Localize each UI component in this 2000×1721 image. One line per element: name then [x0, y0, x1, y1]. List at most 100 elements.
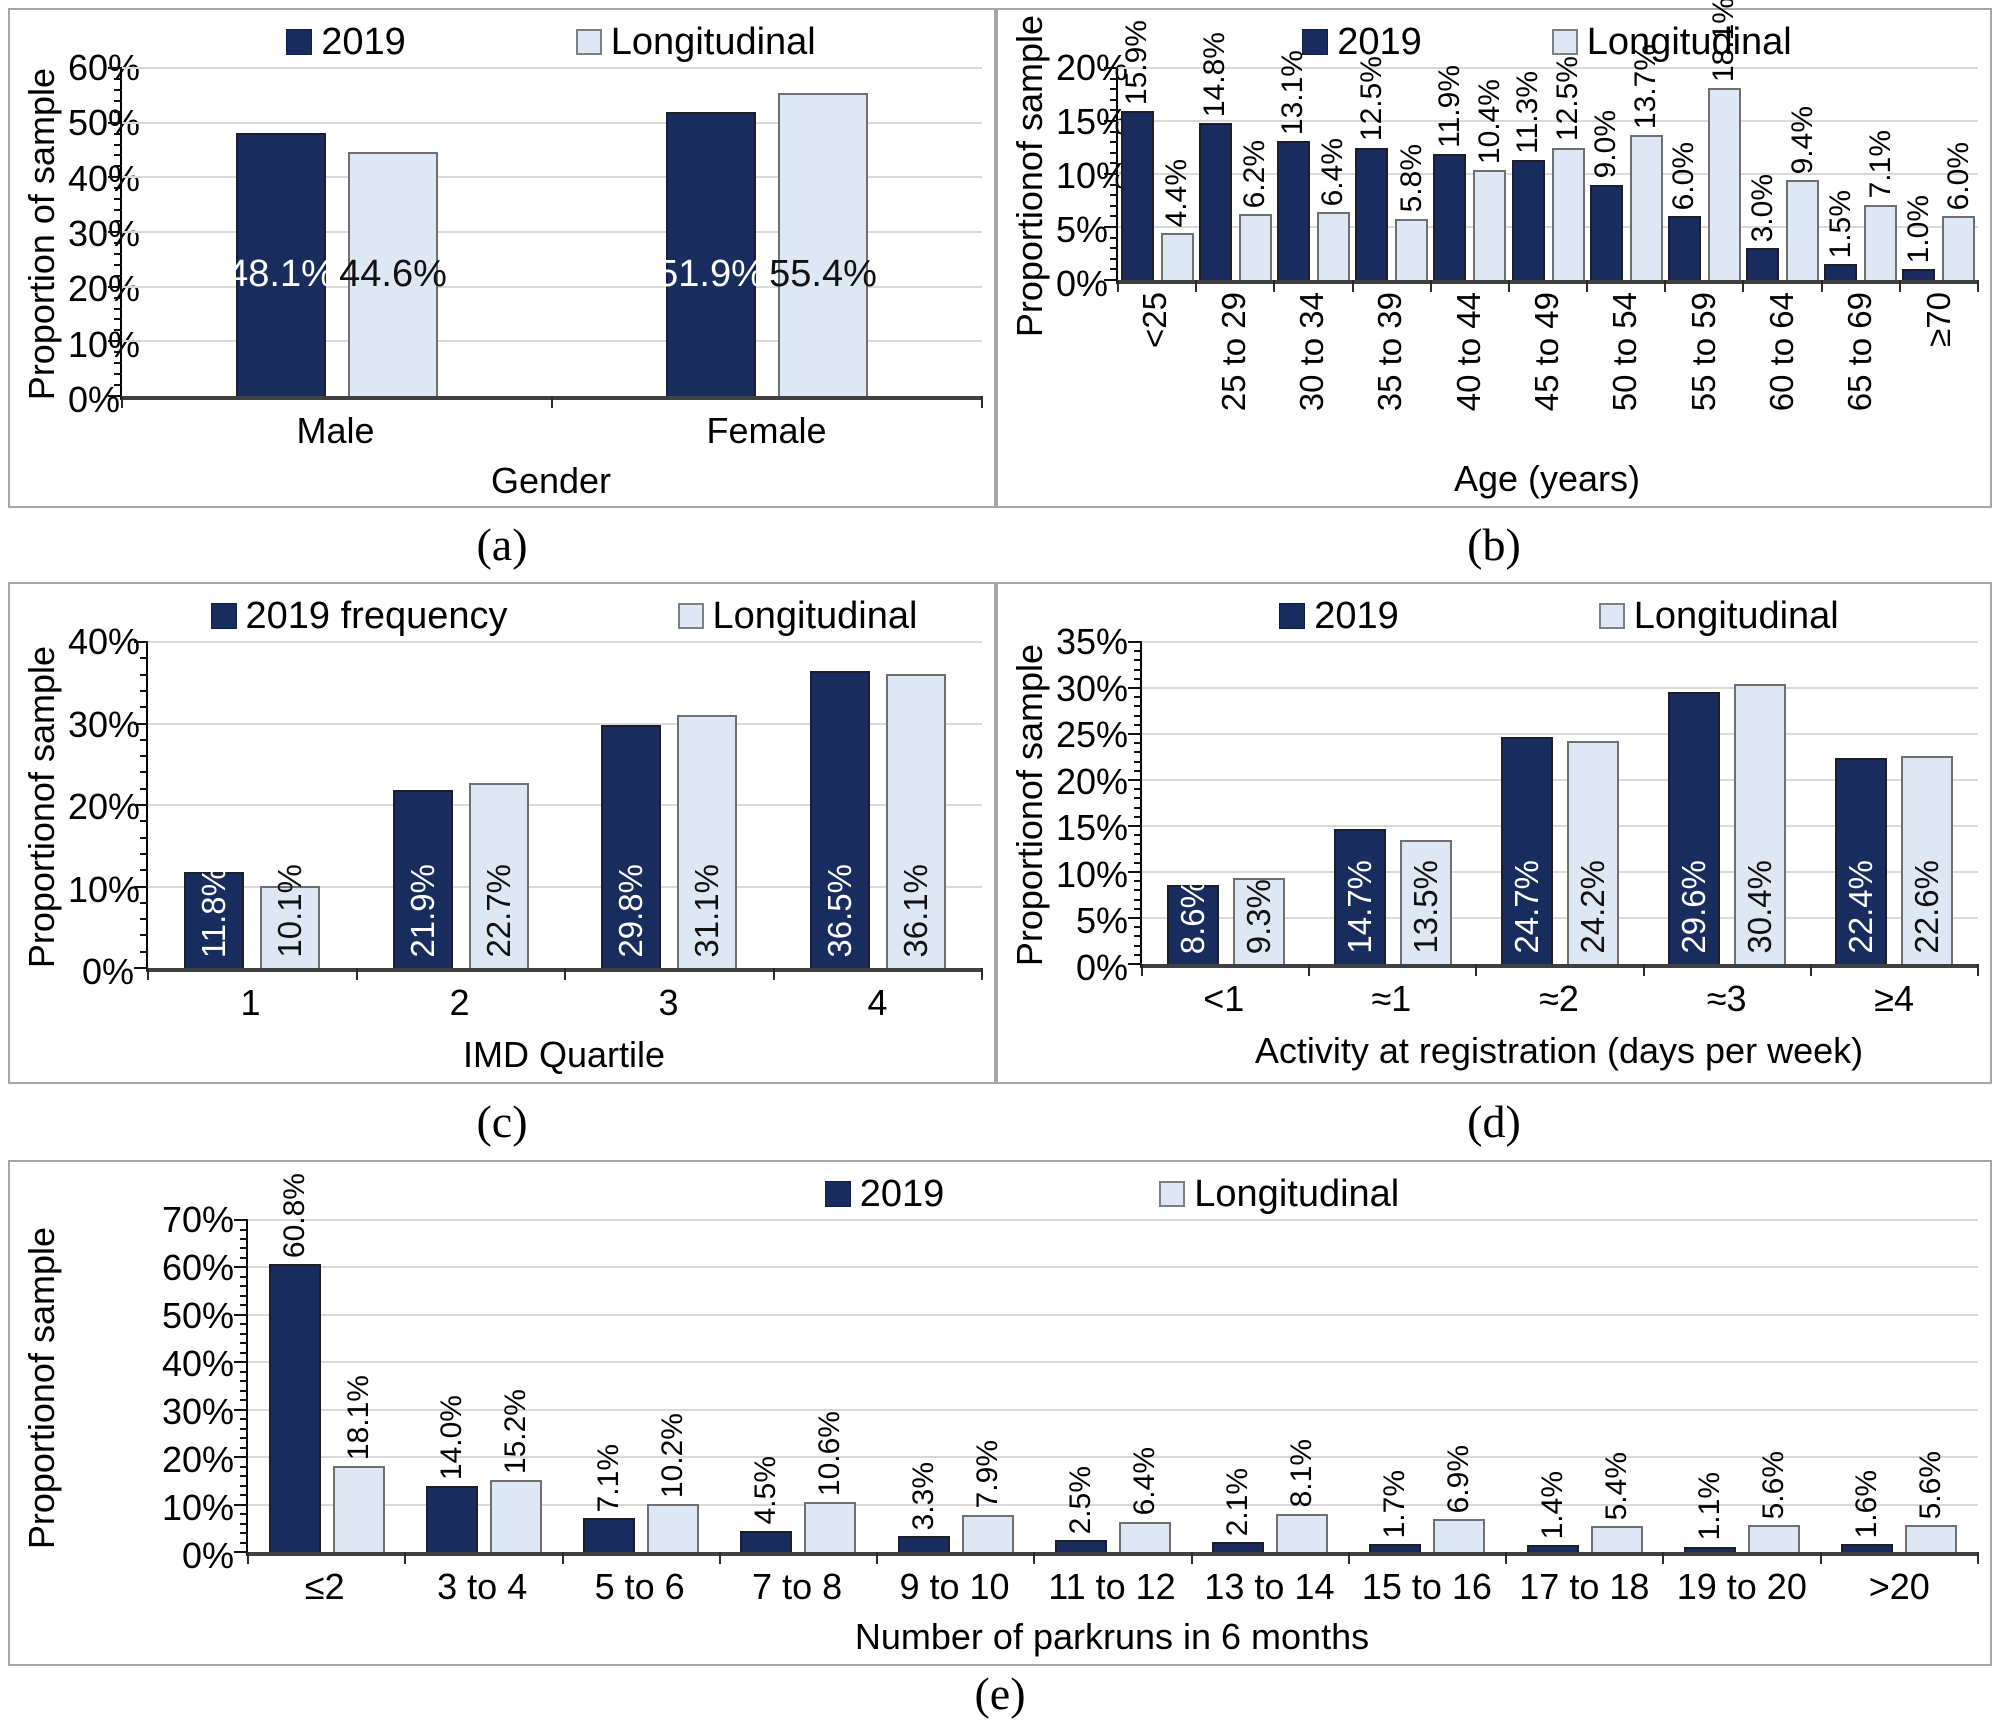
- bar-2019-5: [1511, 160, 1545, 280]
- plot-area-c: 11.8% 10.1% 21.9% 22.7% 29.8% 31.1% 36.5% 36.1%: [134, 641, 983, 980]
- panel-d-activity-chart: 2019 Longitudinal Proportionof sample 0% 5% 1…: [996, 582, 1992, 1084]
- y-tick-mark: [1104, 173, 1118, 175]
- gridline: [1142, 871, 1978, 874]
- bar-longitudinal-0: [1160, 233, 1194, 280]
- gridline: [1142, 825, 1978, 827]
- gridline: [1142, 687, 1978, 689]
- caption-c: (c): [476, 1096, 528, 1147]
- y-tick-label: 30%: [161, 1391, 234, 1432]
- y-axis-title: Proportion of sample: [21, 67, 62, 401]
- bar-2019-4: [1433, 153, 1467, 280]
- gridline: [1142, 733, 1978, 735]
- legend-d: 2019 Longitudinal: [1140, 590, 1978, 642]
- x-tick-mark: [1664, 280, 1667, 292]
- y-tick-label: 40%: [161, 1343, 234, 1385]
- category-b-3: 12.5% 5.8%: [1353, 56, 1431, 280]
- y-tick-mark: [1110, 109, 1118, 112]
- x-tick-mark: [1977, 280, 1979, 292]
- y-tick-mark: [140, 836, 148, 839]
- y-tick-mark: [114, 165, 122, 168]
- bar-2019-4: 22.4%: [1835, 757, 1888, 964]
- y-tick-mark: [1134, 834, 1142, 837]
- y-tick-mark: [114, 154, 122, 157]
- y-tick-mark: [240, 1247, 248, 1250]
- x-tick-mark: [121, 396, 123, 408]
- y-tick-mark: [240, 1494, 248, 1497]
- x-axis-title: Gender: [490, 460, 612, 501]
- plot-area-a: 48.1% 44.6% 51.9% 55.4%: [108, 67, 983, 408]
- bar-value-label: 7.1%: [1863, 130, 1897, 199]
- x-tick-mark: [1977, 1552, 1979, 1564]
- caption-e: (e): [974, 1668, 1026, 1719]
- legend-entry-2019: 2019: [1302, 21, 1422, 64]
- caption-b: (b): [1467, 519, 1521, 570]
- x-tick-mark: [1505, 1552, 1508, 1564]
- y-tick-mark: [240, 1475, 248, 1478]
- x-tick-mark: [561, 1552, 564, 1564]
- y-tick-mark: [240, 1399, 248, 1402]
- bar-value-label: 9.0%: [1589, 110, 1623, 179]
- y-tick-mark: [114, 143, 122, 146]
- legend-swatch-longitudinal: [575, 29, 602, 55]
- x-tick-mark: [1351, 280, 1354, 292]
- y-tick-mark: [1128, 825, 1142, 827]
- y-tick-mark: [1110, 204, 1118, 207]
- category-e-2: 7.1% 10.2%: [563, 1220, 720, 1552]
- y-tick-mark: [1134, 861, 1142, 864]
- y-tick-mark: [114, 209, 122, 212]
- y-tick-mark: [1110, 236, 1118, 239]
- y-tick-mark: [108, 67, 122, 69]
- x-tick-label-0: 1: [240, 982, 261, 1023]
- x-tick-label-1: 25 to 29: [1214, 292, 1252, 412]
- x-tick-label-0: <1: [1203, 978, 1245, 1019]
- y-tick-mark: [234, 1503, 248, 1506]
- y-axis-title: Proportionof sample: [21, 1226, 62, 1550]
- gridline: [122, 67, 982, 69]
- x-tick-label-1: ≈1: [1371, 978, 1412, 1019]
- bar-value-label: 9.4%: [1785, 105, 1819, 175]
- bar-longitudinal-9: [1864, 204, 1898, 280]
- category-d-4: 22.4% 22.6%: [1811, 642, 1978, 964]
- bar-value-label: 4.5%: [749, 1456, 783, 1525]
- bar-value-label: 6.0%: [1941, 142, 1975, 211]
- y-tick-mark: [140, 689, 148, 692]
- y-tick-mark: [240, 1294, 248, 1297]
- y-tick-label: 20%: [161, 1439, 234, 1481]
- legend-label: 2019 frequency: [245, 594, 508, 637]
- bar-longitudinal-2: 31.1%: [677, 714, 738, 968]
- y-tick-label: 0%: [68, 379, 121, 420]
- bar-2019-3: [740, 1530, 793, 1552]
- panel-a-gender-chart: 2019 Longitudinal Proportion of sample 0% 10…: [8, 8, 996, 508]
- x-tick-label-3: 7 to 8: [752, 1566, 843, 1607]
- y-tick-mark: [1134, 677, 1142, 680]
- bar-value-label: 1.7%: [1378, 1469, 1412, 1538]
- x-tick-label-0: <25: [1136, 292, 1174, 348]
- y-tick-mark: [234, 1408, 248, 1411]
- legend-e: 2019 Longitudinal: [246, 1168, 1978, 1220]
- bar-value-label: 29.8%: [612, 864, 650, 958]
- y-tick-label: 40%: [68, 157, 141, 199]
- y-tick-mark: [234, 1266, 248, 1269]
- bar-value-label: 10.2%: [656, 1412, 690, 1498]
- legend-swatch-longitudinal: [1551, 29, 1578, 55]
- y-tick-mark: [114, 318, 122, 321]
- x-tick-label-8: 60 to 64: [1763, 292, 1801, 412]
- x-tick-label-6: 13 to 14: [1204, 1566, 1335, 1607]
- bar-2019-9: [1824, 264, 1858, 280]
- y-tick-label: 5%: [1075, 900, 1128, 942]
- y-tick-mark: [1134, 880, 1142, 883]
- x-tick-mark: [981, 396, 983, 408]
- bar-value-label: 12.5%: [1551, 56, 1585, 142]
- category-e-4: 3.3% 7.9%: [877, 1220, 1034, 1552]
- bar-value-label: 6.2%: [1238, 139, 1272, 209]
- bar-2019-9: [1684, 1546, 1737, 1552]
- y-tick-label: 10%: [68, 323, 141, 365]
- y-tick-label: 20%: [68, 268, 141, 310]
- y-tick-mark: [140, 706, 148, 709]
- category-b-5: 11.3% 12.5%: [1509, 56, 1587, 280]
- bar-2019-3: 29.6%: [1668, 691, 1721, 964]
- y-tick-mark: [1104, 120, 1118, 122]
- legend-label: Longitudinal: [610, 20, 816, 63]
- legend-entry-longitudinal: Longitudinal: [677, 595, 917, 638]
